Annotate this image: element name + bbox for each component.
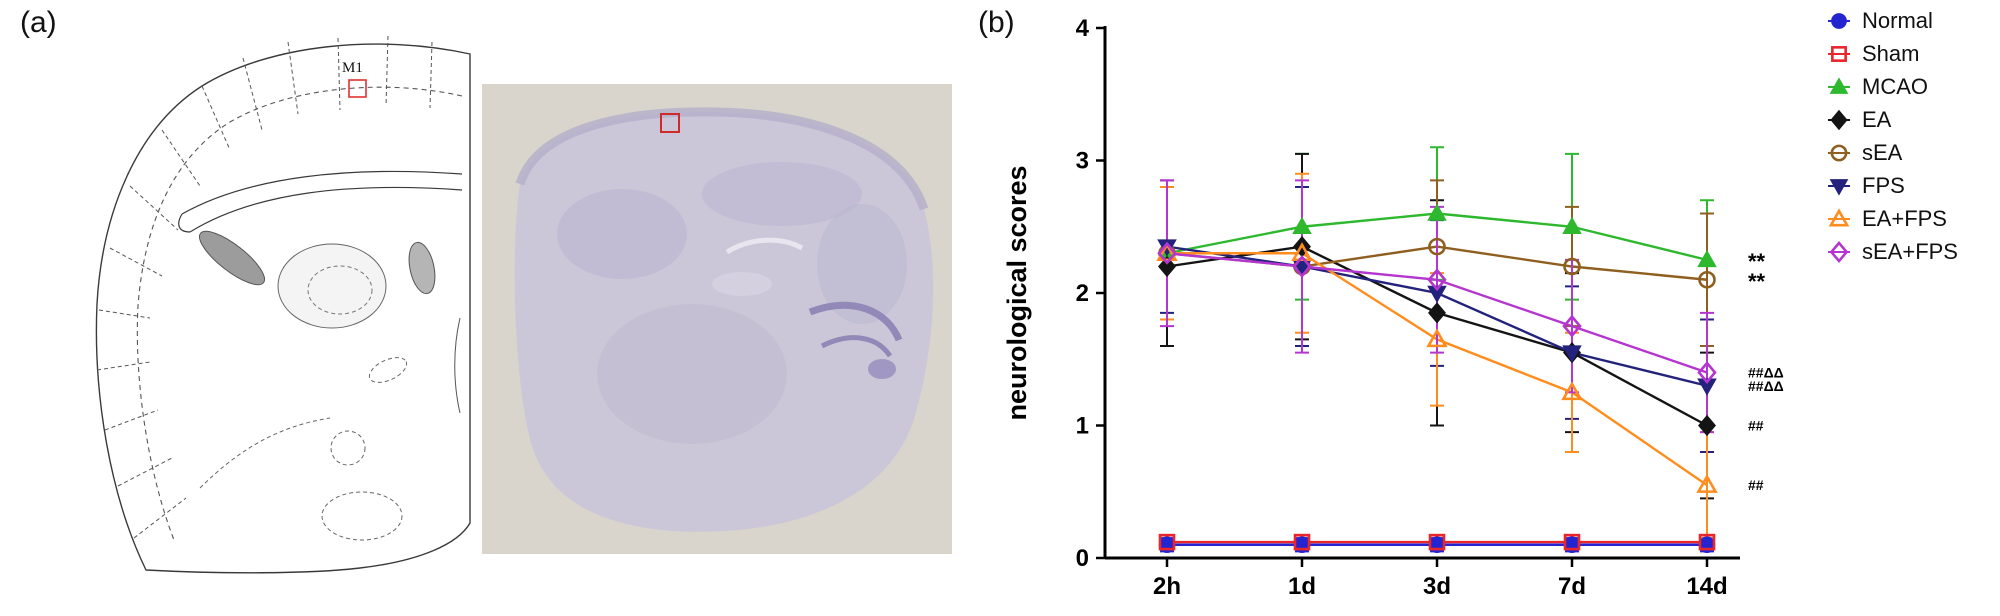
circle-filled-marker — [1831, 12, 1847, 29]
triangle-open-legend-icon — [1828, 207, 1850, 226]
atlas-region-label: M1 — [342, 60, 363, 76]
y-tick-label: 1 — [1076, 413, 1089, 440]
legend-label: sEA+FPS — [1862, 238, 1958, 264]
legend-item-normal: Normal — [1826, 4, 1958, 37]
histology-region-marker-box — [660, 113, 680, 133]
circle-open-marker — [1428, 237, 1446, 256]
triangle-open-marker — [1156, 242, 1178, 262]
circle-open-legend-icon — [1828, 144, 1850, 161]
square-open-marker — [1293, 533, 1311, 551]
atlas-corpus-callosum — [178, 170, 463, 233]
legend-label: Normal — [1862, 7, 1933, 33]
x-tick-label: 2h — [1153, 573, 1181, 600]
triangle-open-marker — [1291, 242, 1313, 262]
neurological-scores-chart: 0 1 2 3 4 2h 1d 3d 7d 14d neurological scores ** ## *… — [1002, 15, 1784, 600]
significance-annotation: ##ΔΔ — [1748, 365, 1784, 381]
significance-annotation: ## — [1748, 418, 1764, 434]
square-open-marker — [1158, 533, 1176, 551]
y-tick-label: 2 — [1076, 280, 1089, 307]
square-open-marker — [1698, 533, 1716, 551]
square-open-legend-icon — [1828, 45, 1850, 62]
legend-item-sham: Sham — [1826, 37, 1958, 70]
diamond-filled-marker — [1428, 302, 1446, 324]
triangle-open-marker — [1561, 381, 1583, 401]
y-tick-label: 0 — [1076, 545, 1089, 572]
diamond-filled-marker — [1158, 255, 1176, 278]
square-open-marker — [1831, 45, 1847, 62]
x-tick-label: 7d — [1558, 573, 1586, 600]
atlas-region-marker-box — [348, 79, 367, 98]
diamond-filled-marker — [1830, 109, 1848, 130]
triangle-open-marker — [1426, 328, 1448, 348]
panel-b-label: (b) — [978, 6, 1015, 39]
triangle-filled-marker — [1829, 76, 1849, 94]
diamond-open-marker — [1829, 240, 1849, 263]
histology-image — [482, 84, 952, 554]
square-open-marker — [1563, 533, 1581, 551]
circle-open-marker — [1830, 144, 1848, 161]
legend-label: EA+FPS — [1862, 205, 1947, 231]
diamond-open-marker — [1427, 268, 1447, 292]
triangle-down-filled-legend-icon — [1828, 178, 1850, 196]
diamond-open-marker — [1697, 360, 1717, 385]
x-tick-label: 3d — [1423, 573, 1451, 600]
legend-item-fps: FPS — [1826, 169, 1958, 202]
significance-annotation: ##ΔΔ — [1748, 378, 1784, 394]
histology-tissue — [514, 107, 934, 532]
triangle-down-filled-marker — [1562, 345, 1582, 363]
atlas-outline — [95, 43, 471, 574]
triangle-filled-marker — [1292, 216, 1312, 234]
chart-legend: Normal Sham MCAO EA sEA FPS EA+FPS sEA+FPS — [1826, 4, 1958, 268]
x-tick-label: 1d — [1288, 573, 1316, 600]
triangle-down-filled-marker — [1427, 285, 1447, 304]
triangle-filled-marker — [1697, 249, 1717, 268]
triangle-open-marker — [1828, 207, 1850, 226]
significance-annotation: ** — [1748, 249, 1766, 274]
circle-open-marker — [1698, 270, 1716, 289]
x-tick-label: 14d — [1686, 573, 1727, 600]
diamond-open-marker — [1157, 241, 1177, 265]
diamond-filled-marker — [1698, 414, 1716, 437]
panel-a-label: (a) — [20, 6, 57, 39]
triangle-filled-marker — [1562, 216, 1582, 234]
triangle-filled-legend-icon — [1828, 76, 1850, 94]
diamond-open-legend-icon — [1828, 240, 1850, 263]
diamond-filled-legend-icon — [1828, 109, 1850, 130]
triangle-open-marker — [1696, 473, 1718, 493]
atlas-internal-structures — [198, 230, 461, 541]
y-axis-title: neurological scores — [1002, 165, 1032, 420]
legend-item-mcao: MCAO — [1826, 70, 1958, 103]
legend-item-sea: sEA — [1826, 136, 1958, 169]
legend-label: EA — [1862, 106, 1892, 132]
diamond-open-marker — [1292, 254, 1312, 279]
y-tick-label: 3 — [1076, 148, 1089, 175]
significance-annotation: ## — [1748, 477, 1764, 493]
square-open-marker — [1428, 533, 1446, 551]
legend-item-sea-fps: sEA+FPS — [1826, 235, 1958, 268]
legend-item-ea: EA — [1826, 103, 1958, 136]
diamond-open-marker — [1562, 314, 1582, 338]
triangle-filled-marker — [1427, 203, 1447, 221]
legend-item-ea-fps: EA+FPS — [1826, 202, 1958, 235]
brain-atlas-diagram: M1 — [95, 35, 471, 574]
triangle-down-filled-marker — [1697, 378, 1717, 396]
atlas-radial-lines — [96, 35, 433, 539]
legend-label: sEA — [1862, 139, 1903, 165]
triangle-down-filled-marker — [1829, 178, 1849, 196]
legend-label: FPS — [1862, 172, 1905, 198]
legend-label: Sham — [1862, 40, 1920, 66]
significance-annotation: ** — [1748, 269, 1766, 294]
legend-label: MCAO — [1862, 73, 1928, 99]
circle-open-marker — [1563, 257, 1581, 276]
y-tick-label: 4 — [1076, 15, 1090, 42]
circle-filled-legend-icon — [1828, 12, 1850, 29]
